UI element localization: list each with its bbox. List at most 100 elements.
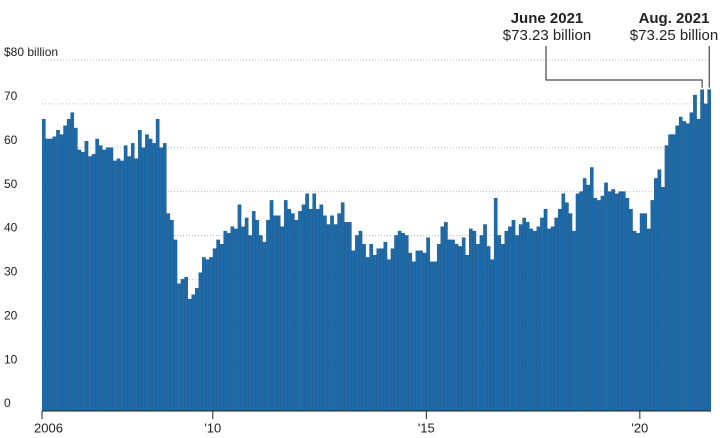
bar: [622, 191, 626, 412]
bar: [248, 235, 252, 412]
bar: [152, 143, 156, 412]
x-tick-label: '10: [204, 420, 221, 435]
bar: [465, 255, 470, 412]
bar: [686, 123, 690, 412]
bar: [568, 213, 573, 412]
bar: [166, 213, 171, 412]
bar: [241, 226, 245, 412]
bar: [120, 160, 124, 412]
bar: [202, 257, 206, 412]
bar: [511, 219, 516, 412]
bar: [109, 147, 114, 412]
bar: [280, 226, 285, 412]
bar: [365, 257, 370, 412]
bar: [483, 224, 487, 412]
bar: [493, 198, 498, 412]
bar: [113, 160, 117, 412]
bar: [63, 125, 67, 412]
bar: [237, 204, 242, 412]
bar: [259, 235, 263, 412]
bar: [458, 246, 462, 412]
bar: [693, 94, 697, 412]
bar: [629, 208, 633, 412]
bar: [678, 116, 683, 412]
bar: [358, 230, 363, 412]
bar: [671, 134, 676, 412]
bar: [159, 147, 164, 412]
bar: [344, 222, 349, 412]
bar: [266, 219, 270, 412]
bar: [597, 200, 601, 412]
bar: [138, 129, 142, 412]
bar: [98, 145, 103, 412]
bar: [675, 125, 679, 412]
bar: [244, 217, 249, 412]
bar: [145, 134, 149, 412]
bar: [209, 257, 213, 412]
bar: [205, 259, 210, 412]
bar: [276, 215, 281, 412]
bar: [575, 193, 580, 412]
bar: [198, 272, 203, 412]
bar: [497, 235, 502, 412]
bar: [394, 235, 398, 412]
bar: [625, 198, 630, 412]
bar: [59, 134, 64, 412]
bar: [355, 235, 359, 412]
bar: [123, 145, 128, 412]
bar: [74, 127, 78, 412]
bar: [177, 283, 181, 412]
bar: [301, 204, 306, 412]
y-tick-label: 20: [4, 308, 18, 322]
bar: [170, 219, 174, 412]
bar: [308, 208, 313, 412]
bar: [518, 224, 523, 412]
bar: [525, 222, 530, 412]
bar: [298, 211, 302, 412]
bar: [639, 213, 644, 412]
bar: [614, 193, 619, 412]
annotation-leader: [545, 46, 703, 88]
bar: [348, 222, 352, 412]
bar: [472, 230, 477, 412]
bar: [661, 187, 665, 412]
bar: [461, 237, 466, 412]
bar: [533, 230, 537, 412]
bar: [390, 248, 395, 412]
bar: [212, 248, 217, 412]
bar: [223, 230, 228, 412]
bar: [508, 226, 512, 412]
bar: [41, 119, 46, 412]
bar: [422, 252, 427, 412]
bar: [362, 244, 366, 412]
bar: [618, 191, 623, 412]
bar: [707, 89, 712, 412]
bar: [262, 241, 267, 412]
bar: [586, 184, 591, 412]
bar: [305, 193, 309, 412]
bar: [429, 261, 434, 412]
bar: [340, 202, 345, 412]
bar: [565, 202, 569, 412]
y-tick-label: $80 billion: [4, 45, 58, 59]
bar: [130, 143, 135, 412]
bar: [440, 226, 445, 412]
bar: [45, 138, 50, 412]
bar: [102, 149, 107, 412]
bar: [582, 178, 587, 412]
bar: [636, 233, 640, 412]
bar: [387, 259, 391, 412]
bar: [337, 213, 341, 412]
bar: [141, 147, 146, 412]
bar: [547, 228, 551, 412]
bar: [251, 211, 256, 412]
bar: [95, 138, 99, 412]
bar: [668, 134, 672, 412]
bar: [700, 89, 704, 412]
bar: [604, 182, 608, 412]
bar: [326, 224, 331, 412]
bar: [412, 261, 416, 412]
bar: [515, 235, 519, 412]
bar: [490, 259, 494, 412]
